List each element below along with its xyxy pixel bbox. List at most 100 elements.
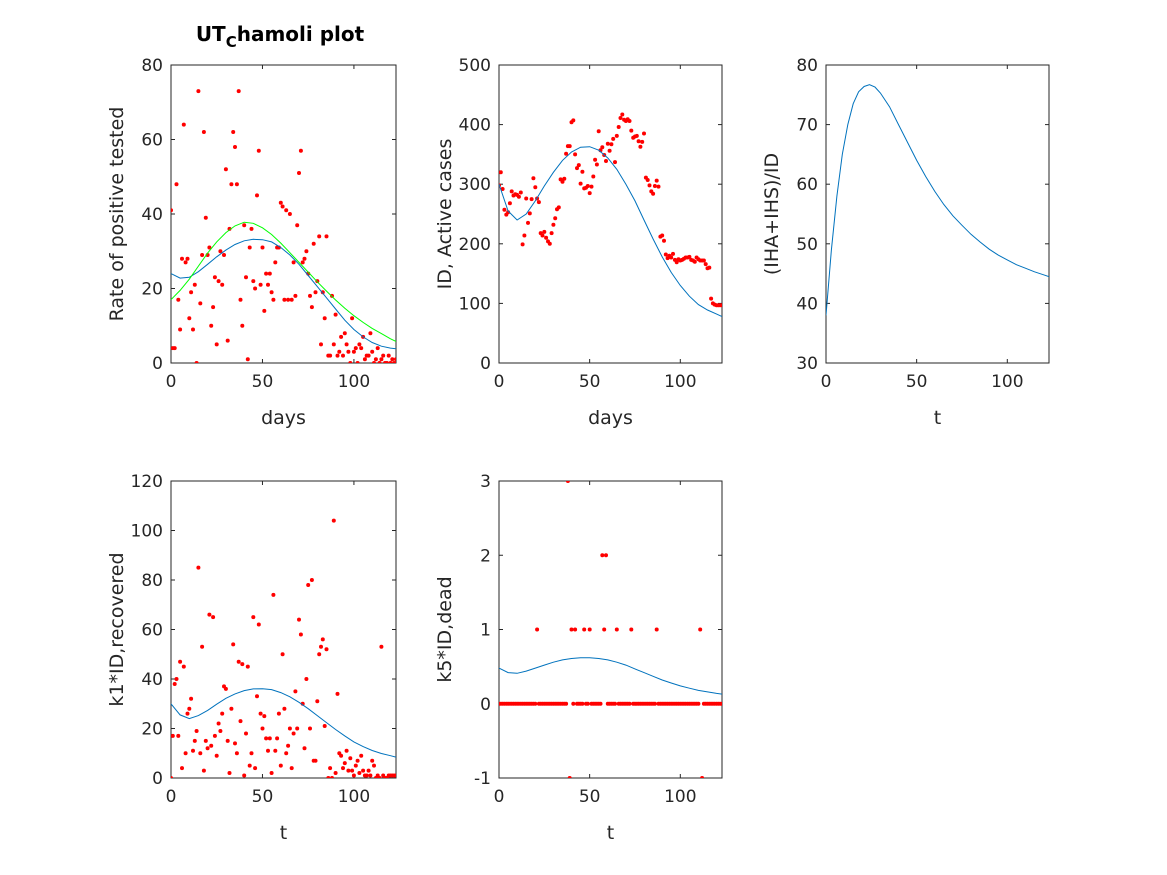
data-point xyxy=(613,160,617,165)
data-point xyxy=(346,349,351,354)
data-point xyxy=(604,553,608,558)
y-tick-label: 80 xyxy=(141,571,163,591)
data-point xyxy=(366,353,371,358)
data-point xyxy=(181,122,186,127)
data-point xyxy=(253,766,258,771)
data-point xyxy=(629,627,634,632)
x-tick-label: 50 xyxy=(579,787,601,807)
data-point xyxy=(220,282,225,287)
y-tick-label: 80 xyxy=(141,56,163,76)
data-point xyxy=(580,701,585,706)
x-tick-label: 100 xyxy=(338,372,370,392)
data-point xyxy=(231,130,236,134)
data-point xyxy=(192,738,197,743)
data-point xyxy=(381,353,386,358)
data-point xyxy=(258,711,263,716)
data-point xyxy=(629,128,634,133)
y-tick-label: 70 xyxy=(796,116,818,136)
data-point xyxy=(591,174,596,179)
x-tick-label: 100 xyxy=(664,372,696,392)
y-tick-label: 0 xyxy=(152,769,163,789)
data-point xyxy=(198,751,203,756)
y-tick-label: 60 xyxy=(141,621,163,641)
data-point xyxy=(269,771,274,775)
data-point xyxy=(585,701,590,706)
data-point xyxy=(176,297,181,302)
data-point xyxy=(564,701,569,706)
data-point xyxy=(328,353,333,358)
data-point xyxy=(596,129,601,134)
data-point xyxy=(185,256,190,261)
data-point xyxy=(700,776,705,778)
data-point xyxy=(216,279,221,284)
data-point xyxy=(249,226,254,231)
data-point xyxy=(295,726,300,731)
data-point xyxy=(326,776,331,778)
data-point xyxy=(341,766,345,771)
data-point xyxy=(587,627,592,632)
data-point xyxy=(333,771,338,775)
data-point xyxy=(609,142,614,147)
data-point xyxy=(573,627,578,632)
y-tick-label: 3 xyxy=(480,472,491,492)
y-axis-label: k1*ID,recovered xyxy=(106,552,128,706)
data-point xyxy=(229,706,234,711)
data-point xyxy=(291,260,296,265)
data-point xyxy=(533,701,538,706)
data-point xyxy=(287,726,292,731)
data-point xyxy=(280,652,285,657)
data-point xyxy=(522,233,527,238)
data-point xyxy=(317,234,322,239)
data-point xyxy=(222,253,226,257)
data-point xyxy=(236,89,241,94)
data-point xyxy=(183,260,188,265)
data-point xyxy=(289,297,294,302)
data-point xyxy=(236,659,241,664)
data-point xyxy=(253,286,258,291)
series-line xyxy=(826,84,1049,316)
data-point xyxy=(317,652,322,657)
data-point xyxy=(267,736,272,741)
data-point xyxy=(692,259,697,264)
data-point xyxy=(645,178,650,182)
data-point xyxy=(300,260,305,265)
data-point xyxy=(171,208,173,213)
data-point xyxy=(229,182,234,187)
data-point xyxy=(192,282,197,287)
data-point xyxy=(311,241,316,246)
data-point xyxy=(313,290,318,295)
y-tick-label: 20 xyxy=(141,280,163,300)
data-point xyxy=(171,733,175,738)
data-point xyxy=(251,279,256,284)
data-point xyxy=(238,297,243,302)
figure-title: UTChamoli plot xyxy=(196,22,365,51)
y-tick-label: 0 xyxy=(152,354,163,374)
data-point xyxy=(582,627,587,632)
data-point xyxy=(308,293,312,298)
data-point xyxy=(509,189,514,194)
data-point xyxy=(212,733,217,738)
data-point xyxy=(255,694,259,699)
data-point xyxy=(388,361,393,363)
data-point xyxy=(273,748,278,753)
data-point xyxy=(364,773,369,778)
y-tick-label: 0 xyxy=(480,354,491,374)
x-tick-label: 0 xyxy=(166,372,177,392)
data-point xyxy=(238,719,243,724)
data-point xyxy=(245,357,250,362)
data-point xyxy=(634,133,639,138)
data-point xyxy=(328,766,333,771)
data-point xyxy=(256,622,261,627)
data-point xyxy=(297,171,301,175)
data-point xyxy=(660,233,665,238)
data-point xyxy=(320,637,325,642)
data-point xyxy=(533,185,538,190)
data-point xyxy=(593,157,598,162)
data-point xyxy=(306,583,311,587)
figure-title-subscript: C xyxy=(226,33,237,51)
data-point xyxy=(502,207,507,212)
data-point xyxy=(295,223,300,228)
data-point xyxy=(567,144,572,149)
data-layer xyxy=(499,481,722,778)
data-point xyxy=(214,753,219,758)
